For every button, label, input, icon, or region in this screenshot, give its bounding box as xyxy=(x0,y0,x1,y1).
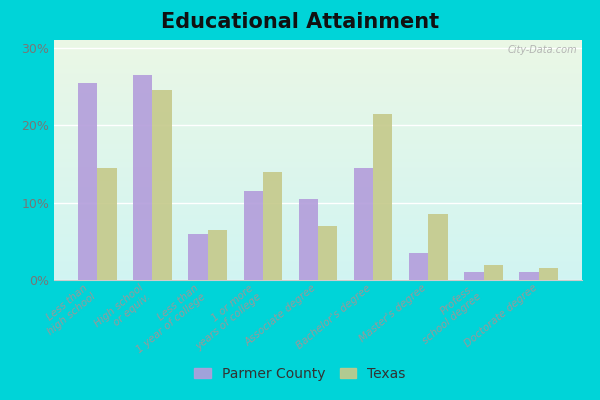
Bar xyxy=(373,114,392,280)
Bar xyxy=(188,234,208,280)
Text: Educational Attainment: Educational Attainment xyxy=(161,12,439,32)
Bar xyxy=(263,172,282,280)
Bar xyxy=(354,168,373,280)
Bar xyxy=(539,268,558,280)
Bar xyxy=(152,90,172,280)
Bar xyxy=(464,272,484,280)
Legend: Parmer County, Texas: Parmer County, Texas xyxy=(190,363,410,385)
Bar xyxy=(409,253,428,280)
Bar xyxy=(97,168,116,280)
Bar xyxy=(208,230,227,280)
Bar xyxy=(318,226,337,280)
Bar xyxy=(299,199,318,280)
Text: City-Data.com: City-Data.com xyxy=(507,45,577,55)
Bar xyxy=(520,272,539,280)
Bar xyxy=(484,264,503,280)
Bar xyxy=(244,191,263,280)
Bar xyxy=(133,75,152,280)
Bar xyxy=(78,82,97,280)
Bar xyxy=(428,214,448,280)
